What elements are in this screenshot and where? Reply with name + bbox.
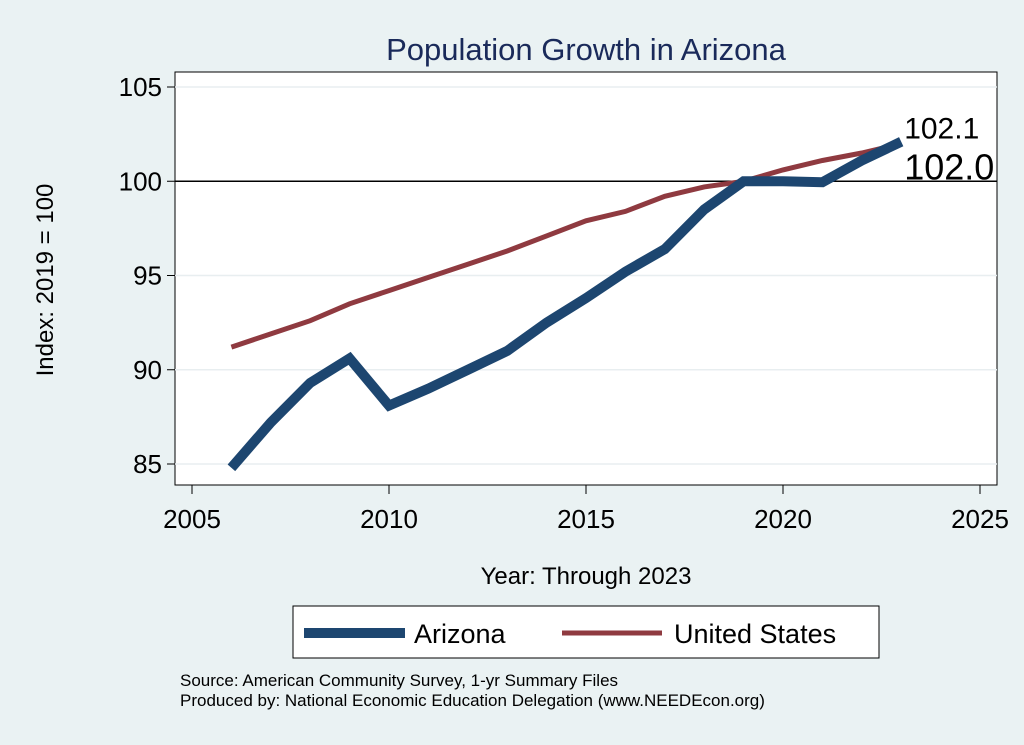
- y-tick-label: 95: [133, 261, 162, 291]
- x-tick-label: 2020: [754, 504, 812, 534]
- x-tick-label: 2025: [951, 504, 1009, 534]
- legend: Arizona United States: [292, 605, 880, 659]
- axes: 85 90 95 100 105 2005 2010 2015 2020 2025: [119, 72, 1009, 534]
- x-axis-title: Year: Through 2023: [481, 563, 692, 590]
- x-tick-label: 2015: [557, 504, 615, 534]
- x-tick-label: 2010: [360, 504, 418, 534]
- chart-footer: Source: American Community Survey, 1-yr …: [180, 671, 765, 711]
- data-label-united-states: 102.0: [904, 147, 994, 188]
- legend-label-united-states: United States: [674, 619, 836, 649]
- y-tick-label: 85: [133, 449, 162, 479]
- series-line-arizona: [227, 137, 904, 472]
- series-line-united-states: [230, 141, 902, 350]
- plot-area: [174, 71, 998, 486]
- y-tick-label: 90: [133, 355, 162, 385]
- source-note: Source: American Community Survey, 1-yr …: [180, 671, 619, 690]
- y-tick-label: 100: [119, 166, 162, 196]
- legend-label-arizona: Arizona: [414, 619, 507, 649]
- x-tick-label: 2005: [163, 504, 221, 534]
- y-tick-label: 105: [119, 72, 162, 102]
- chart-title: Population Growth in Arizona: [386, 32, 787, 67]
- y-axis-title: Index: 2019 = 100: [32, 184, 59, 377]
- series-lines: [227, 137, 904, 472]
- producer-note: Produced by: National Economic Education…: [180, 691, 765, 710]
- data-label-arizona: 102.1: [904, 113, 979, 146]
